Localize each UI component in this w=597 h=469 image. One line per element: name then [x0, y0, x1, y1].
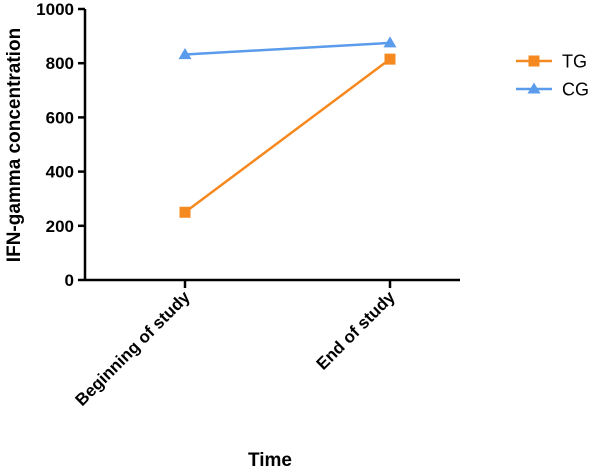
data-point-tg — [384, 53, 396, 65]
y-axis-title: IFN-gamma concentration — [4, 28, 25, 262]
legend-label: CG — [562, 80, 589, 100]
series-line-cg — [184, 41, 391, 56]
legend-item-cg: CG — [516, 80, 589, 100]
x-axis: Beginning of study End of study — [72, 278, 460, 410]
x-tick-label: End of study — [313, 287, 400, 374]
x-axis-title: Time — [248, 450, 292, 469]
y-tick-label: 0 — [65, 271, 74, 290]
x-tick-label: Beginning of study — [72, 287, 195, 410]
legend-label: TG — [562, 52, 587, 72]
series-cg — [178, 36, 397, 60]
y-ticks: 0 200 400 600 800 1000 — [36, 0, 85, 290]
x-ticks: Beginning of study End of study — [72, 280, 400, 410]
y-tick-label: 600 — [46, 108, 74, 127]
legend: TG CG — [516, 52, 589, 100]
series-line-tg — [184, 58, 391, 214]
series-tg — [179, 53, 396, 218]
legend-item-tg: TG — [516, 52, 587, 72]
data-point-tg — [179, 206, 191, 218]
legend-swatch-triangle — [527, 82, 541, 94]
y-axis: 0 200 400 600 800 1000 — [36, 0, 87, 290]
legend-swatch-square — [528, 55, 540, 67]
y-tick-label: 1000 — [36, 0, 74, 19]
data-point-cg — [383, 36, 397, 48]
y-tick-label: 200 — [46, 217, 74, 236]
y-tick-label: 800 — [46, 54, 74, 73]
y-tick-label: 400 — [46, 163, 74, 182]
data-point-cg — [178, 48, 192, 60]
series-layer — [178, 36, 397, 218]
